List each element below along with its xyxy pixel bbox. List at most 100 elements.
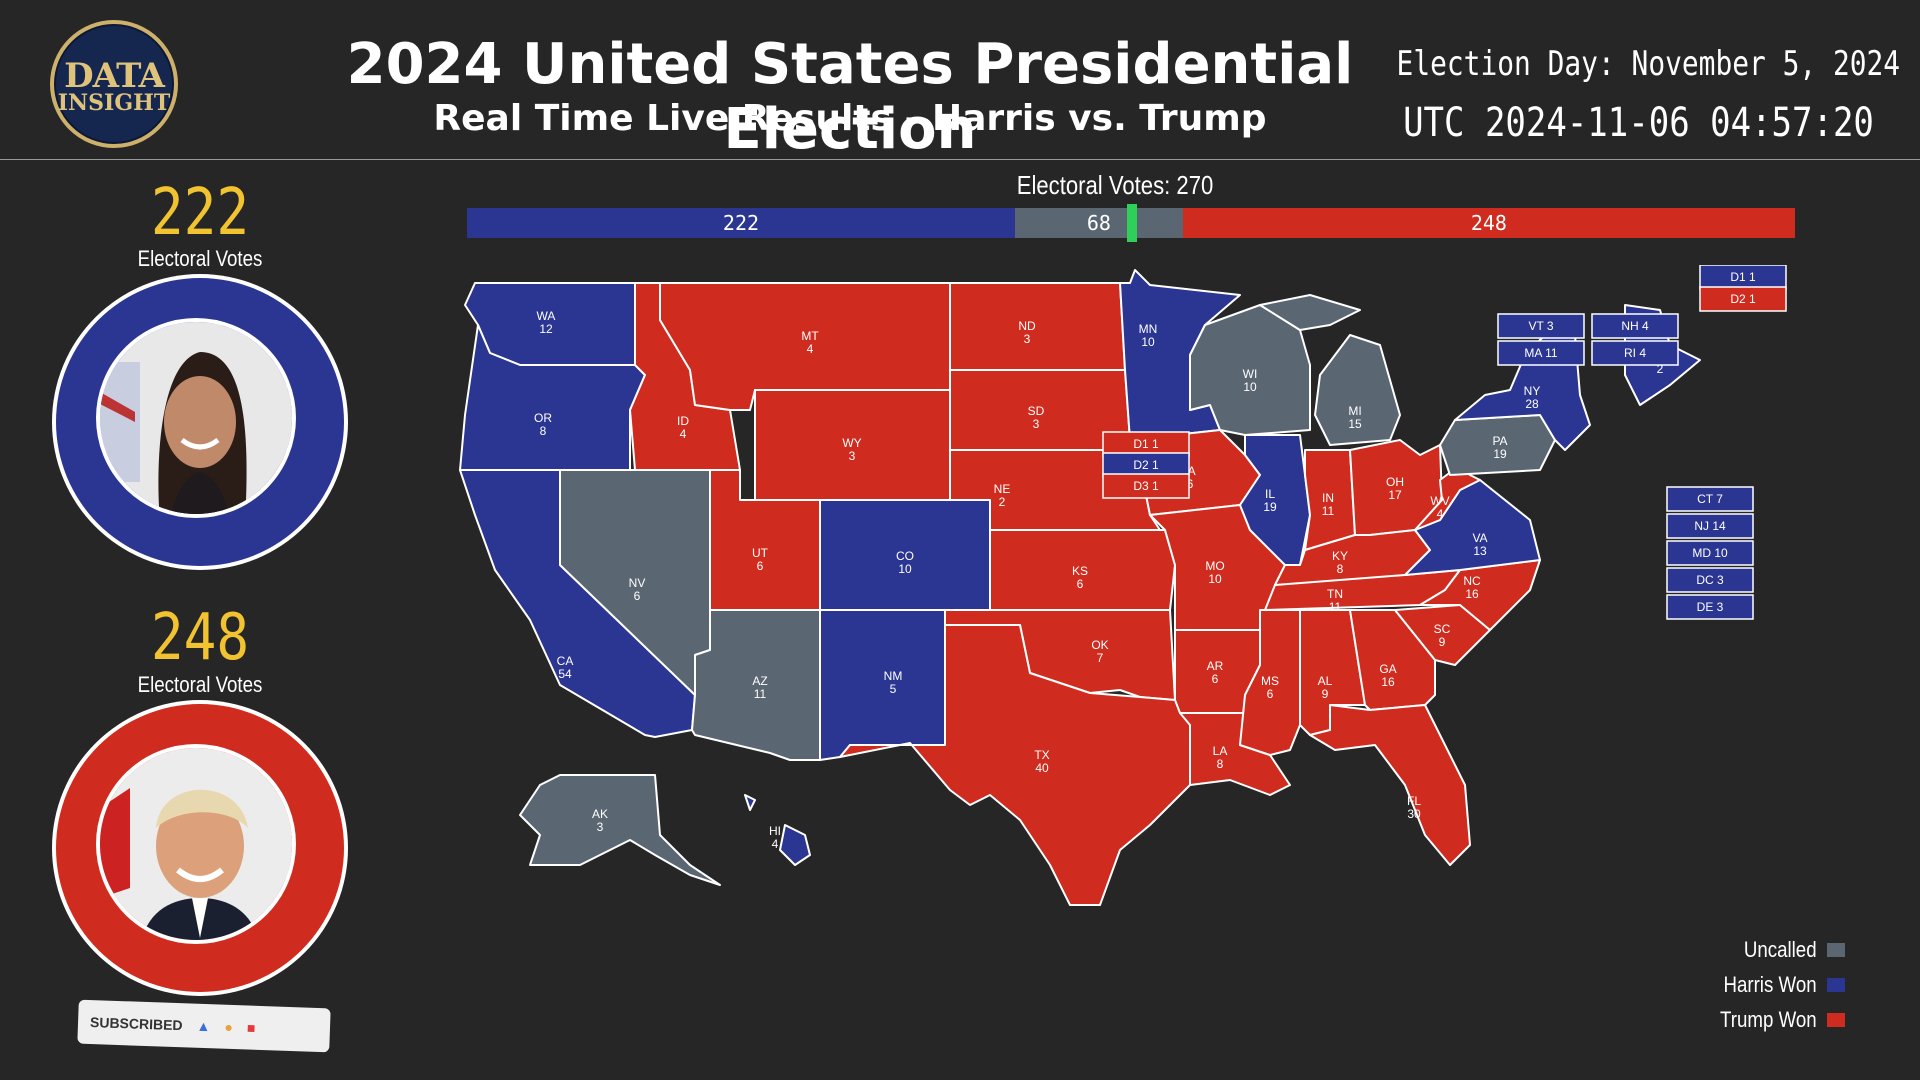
state-label-nd: ND 3 [1018, 319, 1036, 346]
state-label-in: IN 11 [1322, 491, 1335, 518]
thumbs-up-icon[interactable]: ▲ [196, 1017, 211, 1035]
box-label-d1-1: D1 1 [1730, 270, 1756, 284]
harris-photo [96, 318, 296, 518]
box-ri-4 [1591, 340, 1679, 366]
state-label-ut: UT 6 [752, 546, 769, 573]
box-label-ri-4: RI 4 [1624, 346, 1646, 360]
legend-uncalled-swatch [1827, 942, 1845, 957]
box-label-de-3: DE 3 [1697, 600, 1724, 614]
legend-trump-label: Trump Won [1720, 1006, 1817, 1032]
state-label-nc: NC 16 [1463, 574, 1481, 601]
box-label-d2-1: D2 1 [1133, 458, 1159, 472]
state-label-ga: GA 16 [1379, 662, 1396, 689]
state-label-la: LA 8 [1213, 744, 1228, 771]
electoral-vote-bar: 222 68 248 [467, 204, 1795, 242]
state-ks [989, 529, 1176, 611]
state-label-or: OR 8 [534, 411, 552, 438]
state-label-wy: WY 3 [842, 436, 861, 463]
logo-line1: DATA [64, 56, 165, 96]
utc-timestamp: UTC 2024-11-06 04:57:20 [1403, 100, 1874, 146]
box-de-3 [1666, 594, 1754, 620]
box-d3-1 [1102, 473, 1190, 499]
state-label-fl: FL 30 [1407, 794, 1421, 821]
state-label-wv: WV 4 [1430, 494, 1449, 521]
election-date: Election Day: November 5, 2024 [1396, 44, 1900, 84]
box-nj-14 [1666, 513, 1754, 539]
trump-photo [96, 744, 296, 944]
state-label-ia: IA 6 [1184, 464, 1195, 491]
box-d2-1 [1102, 452, 1190, 478]
state-label-ks: KS 6 [1072, 564, 1088, 591]
trump-votes-label: Electoral Votes [137, 672, 263, 697]
state-label-sc: SC 9 [1434, 622, 1451, 649]
legend-harris-swatch [1827, 977, 1845, 992]
harris-votes: 222 [150, 176, 250, 250]
state-label-hi: HI 4 [769, 824, 781, 851]
page-subtitle: Real Time Live Results - Harris vs. Trum… [433, 98, 1267, 139]
box-label-nj-14: NJ 14 [1694, 519, 1726, 533]
state-label-nv: NV 6 [629, 576, 646, 603]
state-hi [744, 794, 811, 866]
box-dc-3 [1666, 567, 1754, 593]
state-mi [1259, 294, 1401, 446]
state-fl [1309, 704, 1471, 866]
state-label-co: CO 10 [896, 549, 914, 576]
box-d2-1 [1699, 286, 1787, 312]
box-label-vt-3: VT 3 [1528, 319, 1553, 333]
state-label-sd: SD 3 [1028, 404, 1045, 431]
box-nh-4 [1591, 313, 1679, 339]
header: DATA INSIGHT 2024 United States Presiden… [0, 0, 1920, 162]
box-ct-7 [1666, 486, 1754, 512]
state-label-id: ID 4 [677, 414, 689, 441]
uncalled-bar-segment: 68 [1014, 208, 1183, 238]
subscribe-overlay[interactable]: SUBSCRIBED ▲ ● ■ [77, 999, 331, 1053]
state-label-az: AZ 11 [752, 674, 767, 701]
state-label-ca: CA 54 [557, 654, 574, 681]
state-label-mn: MN 10 [1139, 322, 1158, 349]
harris-bar-segment: 222 [467, 208, 1015, 238]
legend-harris: Harris Won [1703, 967, 1845, 1002]
legend-trump-swatch [1827, 1012, 1845, 1027]
state-label-tn: TN 11 [1327, 587, 1343, 614]
state-label-mo: MO 10 [1205, 559, 1224, 586]
data-insight-logo: DATA INSIGHT [50, 20, 178, 148]
box-label-md-10: MD 10 [1692, 546, 1728, 560]
logo-line2: INSIGHT [57, 90, 171, 116]
box-d1-1 [1102, 431, 1190, 457]
state-label-mt: MT 4 [801, 329, 819, 356]
state-label-pa: PA 19 [1492, 434, 1507, 461]
map-legend: Uncalled Harris Won Trump Won [1703, 932, 1845, 1037]
subscribe-label: SUBSCRIBED [89, 1014, 183, 1034]
bell-icon[interactable]: ● [224, 1018, 234, 1036]
state-label-ok: OK 7 [1091, 638, 1108, 665]
box-label-ma-11: MA 11 [1524, 346, 1557, 360]
state-label-ne: NE 2 [994, 482, 1011, 509]
box-ma-11 [1497, 340, 1585, 366]
state-label-wi: WI 10 [1243, 367, 1258, 394]
270-marker [1127, 204, 1138, 242]
state-label-oh: OH 17 [1386, 475, 1404, 502]
state-label-ak: AK 3 [592, 807, 608, 834]
youtube-icon[interactable]: ■ [246, 1019, 256, 1036]
state-label-nm: NM 5 [884, 669, 903, 696]
state-label-va: VA 13 [1472, 531, 1487, 558]
state-label-ms: MS 6 [1261, 674, 1279, 701]
state-label-wa: WA 12 [537, 309, 556, 336]
legend-harris-label: Harris Won [1723, 971, 1817, 997]
state-label-ar: AR 6 [1207, 659, 1224, 686]
box-label-d2-1: D2 1 [1730, 292, 1756, 306]
state-label-ky: KY 8 [1332, 549, 1348, 576]
state-nd [949, 282, 1126, 371]
state-label-ny: NY 28 [1524, 384, 1541, 411]
harris-portrait [52, 274, 348, 570]
box-md-10 [1666, 540, 1754, 566]
state-label-tx: TX 40 [1034, 748, 1049, 775]
page-title: 2024 United States Presidential Election [346, 32, 1354, 162]
legend-uncalled-label: Uncalled [1744, 936, 1817, 962]
state-ak [519, 774, 721, 886]
state-label-mi: MI 15 [1348, 404, 1362, 431]
box-label-ct-7: CT 7 [1697, 492, 1723, 506]
state-nm [819, 609, 946, 761]
legend-uncalled: Uncalled [1703, 932, 1845, 967]
legend-trump: Trump Won [1703, 1002, 1845, 1037]
